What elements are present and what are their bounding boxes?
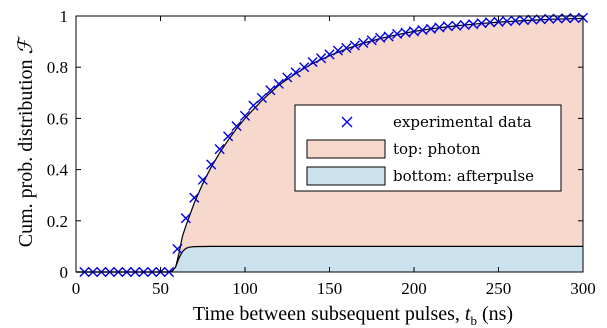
data-point xyxy=(332,45,344,56)
x-tick-label: 300 xyxy=(570,279,596,298)
data-point xyxy=(315,53,327,64)
afterpulse-area xyxy=(76,246,583,272)
data-point xyxy=(290,67,301,78)
legend-label: top: photon xyxy=(393,140,481,158)
data-point xyxy=(569,12,580,24)
data-point xyxy=(189,192,200,203)
y-tick-label: 0.4 xyxy=(47,161,69,180)
legend-marker xyxy=(341,116,353,128)
data-point xyxy=(459,19,470,31)
data-point xyxy=(256,92,267,104)
data-point xyxy=(484,17,496,28)
legend-swatch xyxy=(306,139,386,159)
data-point xyxy=(510,15,521,26)
y-tick-label: 0.8 xyxy=(47,58,68,77)
data-point xyxy=(561,13,572,24)
x-tick-label: 150 xyxy=(317,279,343,298)
data-point xyxy=(527,14,538,25)
data-point xyxy=(408,26,420,37)
y-tick-label: 0.6 xyxy=(47,109,68,128)
data-point xyxy=(197,174,208,185)
data-point xyxy=(366,35,377,46)
data-point xyxy=(299,62,310,73)
data-point xyxy=(451,20,462,31)
legend-label: experimental data xyxy=(393,113,532,131)
x-tick-label: 0 xyxy=(72,279,81,298)
data-point xyxy=(400,27,411,38)
data-point xyxy=(214,144,225,155)
y-axis-label: Cum. prob. distribution ℱ xyxy=(15,35,37,247)
data-point xyxy=(425,23,436,34)
data-point xyxy=(206,159,217,170)
data-point xyxy=(223,131,234,142)
data-point xyxy=(172,243,183,255)
data-point xyxy=(180,213,191,224)
data-point xyxy=(392,28,403,40)
y-tick-label: 1 xyxy=(60,7,69,26)
x-tick-label: 250 xyxy=(486,279,512,298)
data-point xyxy=(383,31,394,42)
data-point xyxy=(282,72,293,83)
data-point xyxy=(417,24,428,36)
data-point xyxy=(434,22,445,33)
data-point xyxy=(518,15,529,26)
x-tick-label: 50 xyxy=(152,279,169,298)
afterpulse-line xyxy=(76,245,583,273)
data-point xyxy=(239,110,251,121)
data-point xyxy=(375,32,386,43)
data-point xyxy=(324,49,335,60)
x-tick-label: 100 xyxy=(232,279,258,298)
x-tick-label: 200 xyxy=(401,279,427,298)
data-point xyxy=(468,19,479,30)
data-point xyxy=(265,85,276,96)
data-point xyxy=(358,37,369,48)
data-point xyxy=(273,78,284,89)
data-point xyxy=(349,40,360,51)
legend-swatch xyxy=(306,166,386,186)
data-point xyxy=(231,120,242,132)
data-point xyxy=(501,16,513,27)
data-point xyxy=(248,100,259,111)
data-point xyxy=(307,56,318,68)
data-point xyxy=(476,18,487,29)
y-tick-label: 0.2 xyxy=(47,212,68,231)
data-point xyxy=(493,16,504,27)
data-point xyxy=(341,42,352,54)
legend-label: bottom: afterpulse xyxy=(393,167,534,185)
x-axis-label: Time between subsequent pulses, tb (ns) xyxy=(193,303,513,328)
data-point xyxy=(442,21,453,32)
data-point xyxy=(552,13,563,24)
y-tick-label: 0 xyxy=(60,263,69,282)
